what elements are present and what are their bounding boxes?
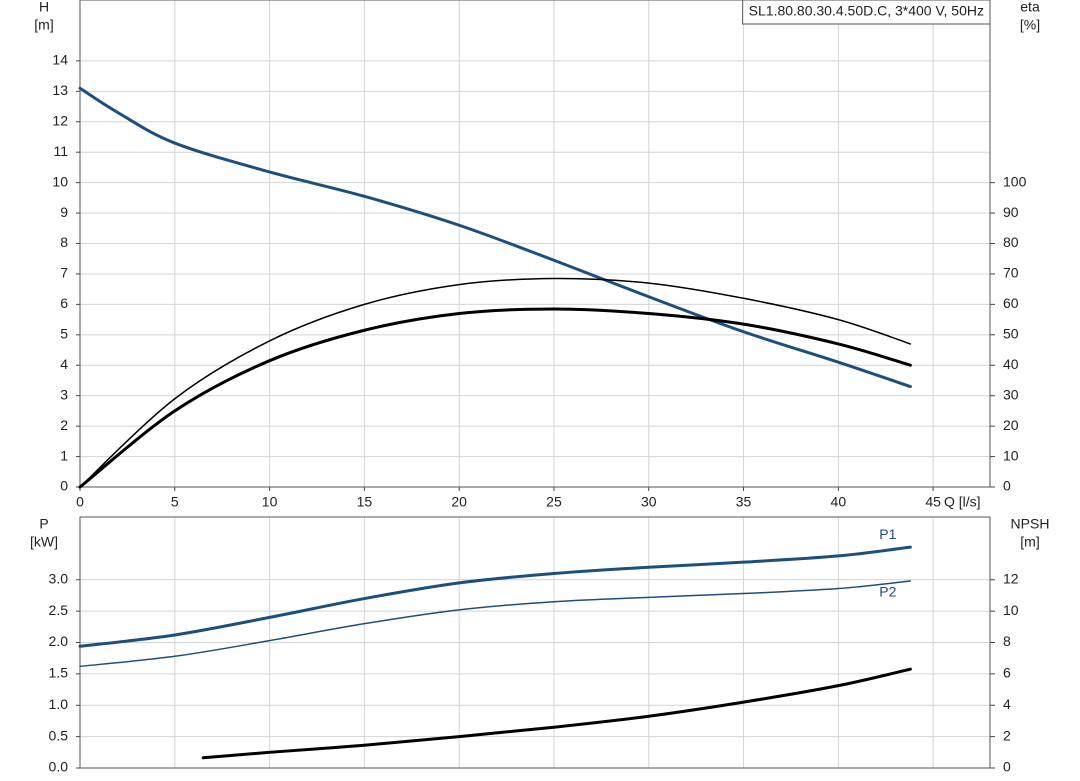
y2-tick-label: 70 [1003,265,1019,281]
y-axis-label: P [39,516,48,532]
plot-frame [79,516,991,769]
plot-frame [79,0,991,488]
y-tick-label: 9 [60,204,68,220]
series-label: P2 [879,584,896,600]
x-tick-label: 45 [925,494,941,510]
y2-tick-label: 2 [1003,727,1011,743]
curve [201,667,912,760]
y2-tick-label: 8 [1003,633,1011,649]
y-tick-label: 2.0 [49,633,69,649]
series-label: P1 [879,526,896,542]
y2-axis-unit: [m] [1020,534,1039,550]
y-tick-label: 5 [60,326,68,342]
y-tick-label: 10 [52,173,68,189]
y2-tick-label: 60 [1003,295,1019,311]
curve [79,580,912,668]
y2-axis-label: NPSH [1011,516,1050,532]
y2-tick-label: 12 [1003,570,1019,586]
y2-tick-label: 50 [1003,326,1019,342]
y-tick-label: 6 [60,295,68,311]
y2-axis-label: eta [1020,0,1040,15]
y-tick-label: 3.0 [49,570,69,586]
x-tick-label: 10 [262,494,278,510]
x-tick-label: 25 [546,494,562,510]
chart-title: SL1.80.80.30.4.50D.C, 3*400 V, 50Hz [749,3,984,19]
y-axis-unit: [kW] [30,534,58,550]
curve [78,545,912,648]
y-tick-label: 7 [60,265,68,281]
y-axis-label: H [39,0,49,15]
x-tick-label: 30 [641,494,657,510]
y2-tick-label: 100 [1003,173,1027,189]
y-tick-label: 13 [52,82,68,98]
y-tick-label: 3 [60,386,68,402]
x-tick-label: 0 [76,494,84,510]
x-tick-label: 20 [451,494,467,510]
y2-tick-label: 4 [1003,696,1011,712]
y2-tick-label: 90 [1003,204,1019,220]
y2-tick-label: 6 [1003,665,1011,681]
y2-tick-label: 20 [1003,417,1019,433]
y-tick-label: 14 [52,52,68,68]
curve [79,277,912,488]
y-tick-label: 0.5 [49,727,69,743]
y-tick-label: 1 [60,447,68,463]
y-axis-unit: [m] [34,17,53,33]
title-box [742,0,991,25]
y2-axis-unit: [%] [1020,17,1040,33]
y2-tick-label: 40 [1003,356,1019,372]
x-axis-label: Q [l/s] [944,494,981,510]
y-tick-label: 4 [60,356,68,372]
y-tick-label: 2 [60,417,68,433]
y2-tick-label: 30 [1003,386,1019,402]
x-tick-label: 5 [171,494,179,510]
y2-tick-label: 10 [1003,447,1019,463]
y-tick-label: 11 [53,143,68,159]
y-tick-label: 12 [52,112,68,128]
x-tick-label: 15 [357,494,373,510]
y-tick-label: 8 [60,234,68,250]
y2-tick-label: 0 [1003,478,1011,494]
y-tick-label: 1.0 [49,696,69,712]
curve [78,86,912,389]
x-tick-label: 35 [736,494,752,510]
y2-tick-label: 0 [1003,759,1011,775]
x-tick-label: 40 [831,494,847,510]
y2-tick-label: 10 [1003,602,1019,618]
y-tick-label: 0 [60,478,68,494]
curve [78,307,912,489]
y-tick-label: 2.5 [49,602,69,618]
y-tick-label: 0.0 [49,759,69,775]
y2-tick-label: 80 [1003,234,1019,250]
y-tick-label: 1.5 [49,665,69,681]
